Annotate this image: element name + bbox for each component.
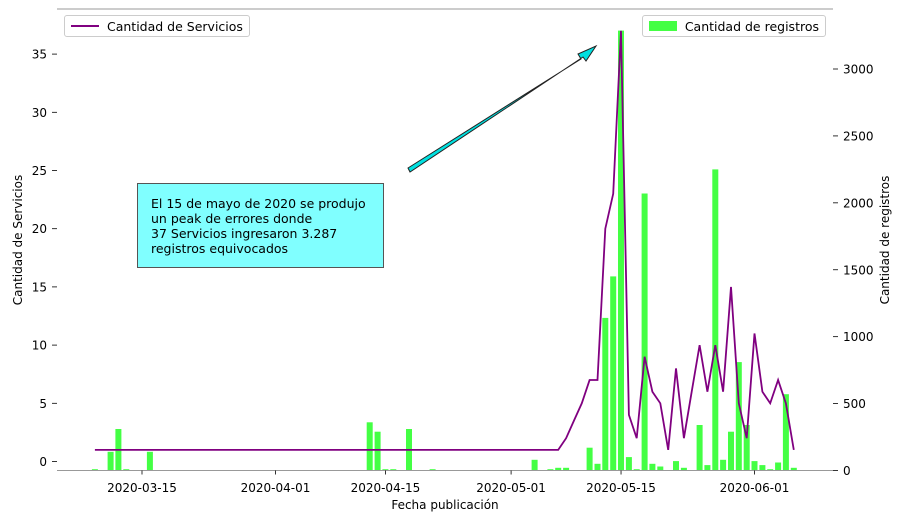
y-left-tick-label: 25 <box>32 164 47 178</box>
bar <box>790 467 797 471</box>
x-axis-title: Fecha publicación <box>391 498 498 512</box>
bar <box>547 469 554 471</box>
legend-bars-swatch <box>648 21 677 31</box>
bars-series <box>91 30 797 471</box>
bar <box>735 362 742 471</box>
bar <box>680 467 687 471</box>
x-axis: 2020-03-15 2020-04-01 2020-04-15 2020-05-01… <box>107 470 790 495</box>
y-right-tick-label: 0 <box>843 464 851 478</box>
bar <box>712 169 719 471</box>
y-left-tick-label: 15 <box>32 280 47 294</box>
bar <box>429 469 436 471</box>
bar <box>586 447 593 471</box>
annotation-box: El 15 de mayo de 2020 se produjo un peak… <box>137 183 384 268</box>
bar <box>673 461 679 471</box>
bar <box>657 466 664 471</box>
bar <box>594 463 601 471</box>
y-right-tick-label: 2000 <box>843 196 874 210</box>
bar <box>633 469 640 471</box>
legend-line-swatch <box>71 25 99 27</box>
bar <box>374 431 381 471</box>
y-left-tick-label: 10 <box>32 339 47 353</box>
x-tick-label: 2020-05-15 <box>586 481 656 495</box>
bar <box>531 459 538 471</box>
legend-bars: Cantidad de registros <box>641 15 826 37</box>
x-tick-label: 2020-03-15 <box>107 481 177 495</box>
bar <box>649 463 656 471</box>
x-tick-label: 2020-06-01 <box>720 481 790 495</box>
y-axis-right: 0 500 1000 1500 2000 2500 3000 <box>833 63 874 478</box>
y-axis-left-title: Cantidad de Servicios <box>11 175 25 306</box>
bar <box>696 425 703 471</box>
bar <box>107 451 114 471</box>
bar <box>759 465 766 471</box>
bar <box>775 462 782 471</box>
y-left-tick-label: 0 <box>39 455 47 469</box>
bar <box>720 459 727 471</box>
x-tick-label: 2020-04-01 <box>241 481 311 495</box>
bar <box>366 422 373 471</box>
y-right-tick-label: 3000 <box>843 63 874 77</box>
x-tick-label: 2020-05-01 <box>476 481 546 495</box>
line-series <box>94 30 795 451</box>
bar <box>704 465 711 471</box>
bar <box>91 469 98 471</box>
y-right-tick-label: 1500 <box>843 263 874 277</box>
bar <box>602 317 609 471</box>
legend-bars-label: Cantidad de registros <box>684 18 819 34</box>
legend-line: Cantidad de Servicios <box>64 15 250 37</box>
y-right-tick-label: 500 <box>843 397 866 411</box>
y-right-tick-label: 1000 <box>843 330 874 344</box>
y-right-tick-label: 2500 <box>843 129 874 143</box>
bar <box>382 469 389 471</box>
x-tick-label: 2020-04-15 <box>351 481 421 495</box>
bar <box>641 193 648 471</box>
bar <box>123 469 130 471</box>
bar <box>390 469 397 471</box>
bar <box>728 431 734 471</box>
y-axis-right-title: Cantidad de registros <box>878 176 892 305</box>
bar <box>146 451 153 471</box>
y-left-tick-label: 30 <box>32 106 47 120</box>
bar <box>743 425 750 471</box>
y-axis-left: 0 5 10 15 20 25 30 35 <box>32 48 57 469</box>
y-left-tick-label: 20 <box>32 222 47 236</box>
annotation-arrow <box>407 44 598 173</box>
bar <box>555 467 562 471</box>
bar <box>625 457 632 471</box>
bar <box>767 469 774 471</box>
legend-line-label: Cantidad de Servicios <box>107 18 243 34</box>
bar <box>618 30 624 471</box>
bar <box>563 467 570 471</box>
bar <box>751 461 758 471</box>
bar <box>610 276 617 471</box>
bar <box>782 394 789 471</box>
y-left-tick-label: 5 <box>39 397 47 411</box>
y-left-tick-label: 35 <box>32 48 47 62</box>
